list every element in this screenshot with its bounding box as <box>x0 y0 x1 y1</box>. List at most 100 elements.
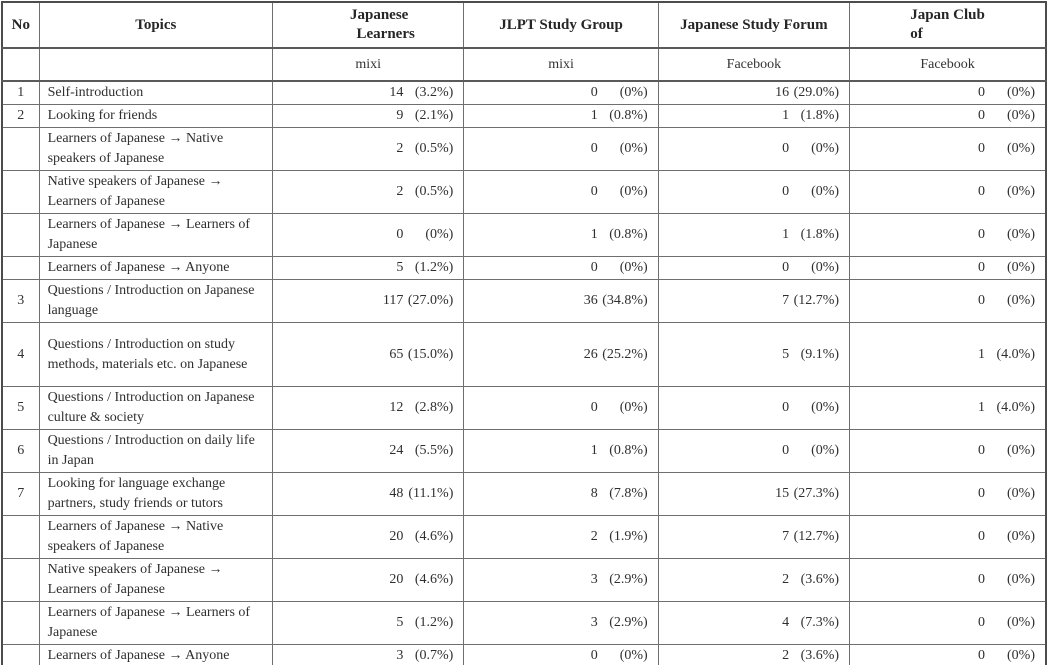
value-cell: 0 (0%) <box>463 80 659 105</box>
percent-value: (1.2%) <box>414 615 454 630</box>
percent-value: (0.7%) <box>414 648 454 663</box>
topic-cell: Questions / Introduction on daily life i… <box>38 429 274 473</box>
value-cell: 0 (0%) <box>657 429 851 473</box>
value-cell: 0 (0%) <box>849 80 1047 105</box>
percent-value: (4.0%) <box>996 346 1036 362</box>
value-cell: 2 (3.6%) <box>657 558 851 602</box>
count-value: 20 <box>389 572 404 587</box>
percent-value: (15.0%) <box>407 346 454 362</box>
count-value: 0 <box>978 260 985 275</box>
percent-value: (0%) <box>1007 615 1035 630</box>
value-cell: 0 (0%) <box>463 386 659 430</box>
value-cell: 0 (0%) <box>849 558 1047 602</box>
percent-value: (1.9%) <box>609 529 648 544</box>
count-value: 0 <box>782 260 790 275</box>
percent-value: (4.0%) <box>996 400 1036 415</box>
percent-value: (0.8%) <box>609 227 648 242</box>
count-value: 1 <box>590 443 598 458</box>
count-value: 0 <box>978 85 985 100</box>
percent-value: (0%) <box>425 227 454 242</box>
topic-row: 7 Looking for language exchange partners,… <box>1 472 1047 516</box>
percent-value: (0%) <box>811 443 840 458</box>
value-cell: 0 (0%) <box>463 127 659 171</box>
platform-cell-empty <box>38 47 274 82</box>
count-value: 36 <box>583 293 598 308</box>
percent-value: (0%) <box>619 400 648 415</box>
count-value: 1 <box>978 400 985 415</box>
value-cell: 2 (0.5%) <box>271 127 465 171</box>
count-value: 0 <box>782 184 790 199</box>
value-cell: 0 (0%) <box>849 429 1047 473</box>
count-value: 0 <box>590 141 598 156</box>
count-value: 26 <box>583 346 598 362</box>
row-number-cell: 1 <box>1 80 40 105</box>
value-cell: 65 (15.0%) <box>271 322 465 387</box>
topic-subrow: Learners of Japanese → Anyone 5 (1.2%) 0 (0%… <box>1 256 1047 280</box>
platform-cell: mixi <box>271 47 465 82</box>
value-cell: 0 (0%) <box>849 256 1047 280</box>
percent-value: (11.1%) <box>408 486 454 501</box>
count-value: 0 <box>978 572 985 587</box>
value-cell: 0 (0%) <box>849 644 1047 665</box>
percent-value: (25.2%) <box>602 346 648 362</box>
count-value: 24 <box>389 443 404 458</box>
percent-value: (0%) <box>1007 293 1035 308</box>
value-cell: 15 (27.3%) <box>657 472 851 516</box>
topic-cell: Looking for language exchange partners, … <box>38 472 274 516</box>
percent-value: (0%) <box>811 141 840 156</box>
percent-value: (0%) <box>619 85 648 100</box>
row-number-cell <box>1 127 40 171</box>
count-value: 0 <box>978 184 985 199</box>
value-cell: 14 (3.2%) <box>271 80 465 105</box>
value-cell: 117 (27.0%) <box>271 279 465 323</box>
count-value: 0 <box>978 529 985 544</box>
value-cell: 0 (0%) <box>463 644 659 665</box>
value-cell: 0 (0%) <box>849 104 1047 128</box>
count-value: 5 <box>396 260 404 275</box>
row-number-cell <box>1 256 40 280</box>
count-value: 0 <box>978 141 985 156</box>
count-value: 1 <box>590 108 598 123</box>
value-cell: 0 (0%) <box>849 515 1047 559</box>
value-cell: 0 (0%) <box>657 256 851 280</box>
topic-row: 2 Looking for friends 9 (2.1%) 1 (0.8%) 1 (1.8%… <box>1 104 1047 128</box>
percent-value: (27.3%) <box>793 486 840 501</box>
topic-cell: Learners of Japanese → Learners of Japan… <box>38 601 274 645</box>
value-cell: 0 (0%) <box>463 256 659 280</box>
percent-value: (0.5%) <box>414 184 454 199</box>
topic-cell: Learners of Japanese → Native speakers o… <box>38 515 274 559</box>
topic-subrow: Learners of Japanese → Anyone 3 (0.7%) 0 (0%… <box>1 644 1047 665</box>
count-value: 20 <box>389 529 404 544</box>
col-header-no: No <box>1 1 40 49</box>
topic-subrow: Learners of Japanese → Learners of Japan… <box>1 213 1047 257</box>
percent-value: (3.6%) <box>800 648 840 663</box>
count-value: 8 <box>590 486 598 501</box>
percent-value: (0%) <box>1007 572 1035 587</box>
value-cell: 5 (1.2%) <box>271 601 465 645</box>
value-cell: 8 (7.8%) <box>463 472 659 516</box>
percent-value: (12.7%) <box>793 293 840 308</box>
count-value: 65 <box>389 346 404 362</box>
value-cell: 0 (0%) <box>657 127 851 171</box>
value-cell: 0 (0%) <box>849 213 1047 257</box>
count-value: 3 <box>396 648 404 663</box>
topic-row: 6 Questions / Introduction on daily life … <box>1 429 1047 473</box>
topic-subrow: Learners of Japanese → Learners of Japan… <box>1 601 1047 645</box>
value-cell: 7 (12.7%) <box>657 515 851 559</box>
count-value: 1 <box>978 346 985 362</box>
count-value: 3 <box>590 572 598 587</box>
value-cell: 3 (2.9%) <box>463 558 659 602</box>
platform-cell: Facebook <box>657 47 851 82</box>
table-body: 1 Self-introduction 14 (3.2%) 0 (0%) 16 (29.0%)… <box>1 80 1047 665</box>
count-value: 0 <box>590 85 598 100</box>
percent-value: (2.1%) <box>414 108 454 123</box>
count-value: 48 <box>389 486 404 501</box>
count-value: 0 <box>782 141 790 156</box>
percent-value: (0%) <box>811 400 840 415</box>
value-cell: 0 (0%) <box>657 386 851 430</box>
percent-value: (0%) <box>1007 443 1035 458</box>
topic-subrow: Learners of Japanese → Native speakers o… <box>1 127 1047 171</box>
topic-cell: Native speakers of Japanese → Learners o… <box>38 170 274 214</box>
count-value: 0 <box>978 443 985 458</box>
count-value: 7 <box>782 529 790 544</box>
